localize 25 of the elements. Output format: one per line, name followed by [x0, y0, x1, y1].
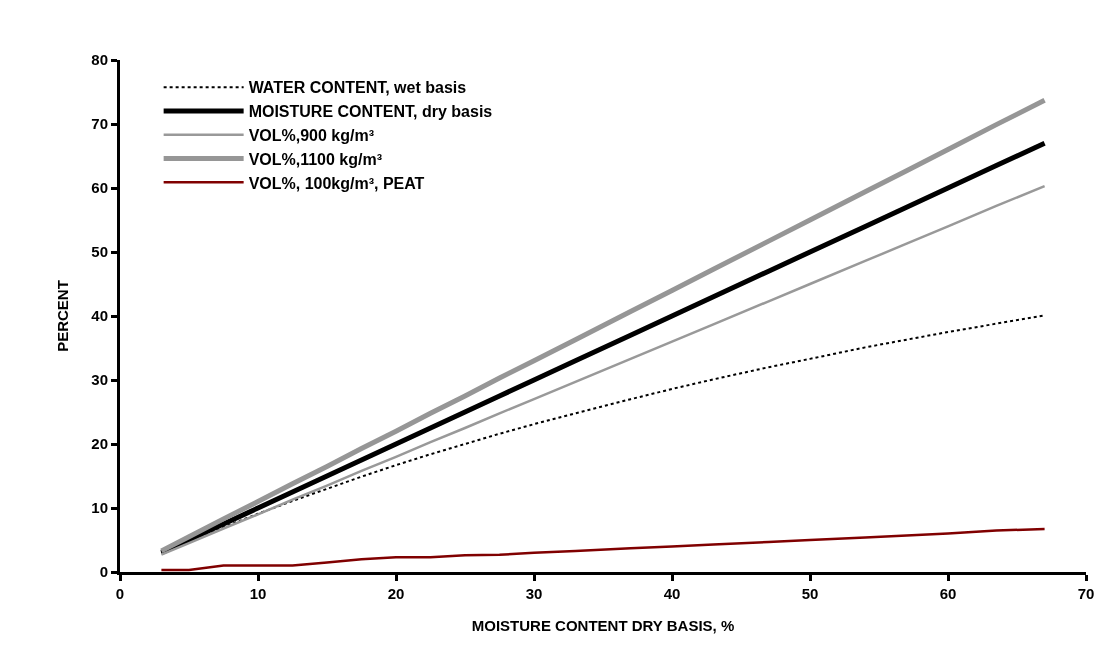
y-tick-label: 30	[91, 371, 108, 389]
legend-label: MOISTURE CONTENT, dry basis	[248, 103, 493, 121]
y-tick-label: 0	[99, 563, 108, 581]
line-series	[160, 527, 1046, 572]
x-tick-label: 0	[115, 585, 125, 602]
y-axis-title: PERCENT	[53, 280, 71, 352]
legend-label: WATER CONTENT, wet basis	[248, 79, 467, 97]
x-tick-label: 10	[249, 585, 267, 602]
x-tick-label: 20	[387, 585, 405, 602]
y-tick-label: 50	[91, 243, 108, 261]
y-tick-label: 40	[91, 307, 108, 325]
y-tick-label: 20	[91, 435, 108, 453]
legend-label: VOL%,1100 kg/m³	[248, 150, 383, 168]
y-tick-label: 60	[91, 179, 108, 197]
x-axis-title: MOISTURE CONTENT DRY BASIS, %	[471, 617, 735, 634]
x-tick-label: 70	[1077, 585, 1095, 602]
x-tick-label: 40	[663, 585, 681, 602]
y-tick-label: 80	[91, 51, 108, 69]
x-tick-label: 30	[525, 585, 543, 602]
y-tick-label: 70	[91, 115, 108, 133]
legend-label: VOL%,900 kg/m³	[248, 126, 375, 144]
y-tick-label: 10	[91, 499, 108, 517]
legend-label: VOL%, 100kg/m³, PEAT	[248, 174, 425, 192]
x-tick-label: 50	[801, 585, 819, 602]
x-tick-label: 60	[939, 585, 957, 602]
